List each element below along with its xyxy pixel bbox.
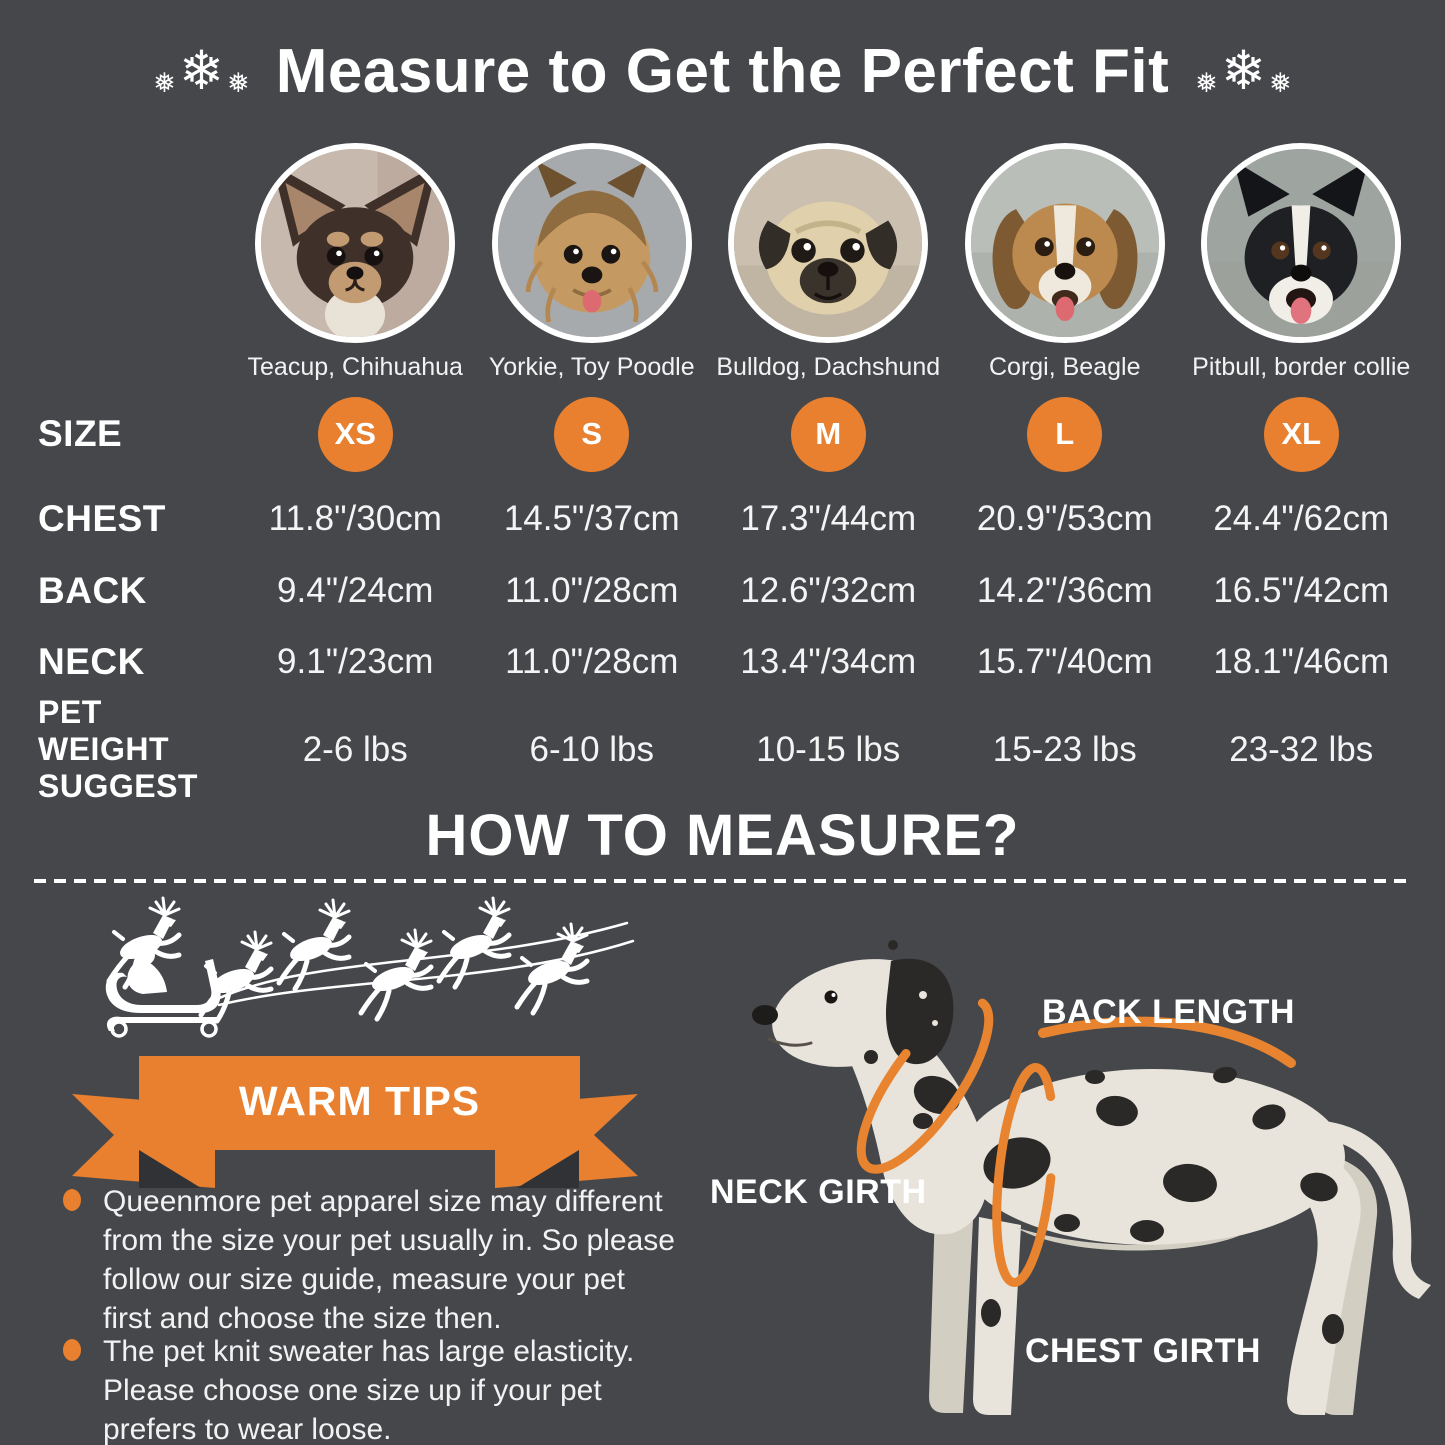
- snowflake-icon: ❄: [178, 39, 225, 102]
- page-title: Measure to Get the Perfect Fit: [275, 36, 1170, 106]
- size-badge-s: S: [554, 396, 630, 472]
- breed-label: Yorkie, Toy Poodle: [488, 353, 695, 381]
- bullet-dot-icon: [63, 1339, 81, 1361]
- breed-photo-row: Teacup, Chihuahua: [0, 143, 1445, 382]
- size-badge-m: M: [790, 396, 866, 472]
- breed-label: Corgi, Beagle: [989, 353, 1141, 381]
- weight-value: 10-15 lbs: [756, 729, 901, 769]
- chest-value: 11.8"/30cm: [268, 499, 442, 538]
- back-row: BACK 9.4"/24cm 11.0"/28cm 12.6"/32cm 14.…: [0, 569, 1445, 613]
- bullet-dot-icon: [63, 1189, 81, 1211]
- weight-value: 15-23 lbs: [992, 729, 1137, 769]
- beagle-face-icon: [970, 149, 1159, 337]
- weight-row-label: PET WEIGHT SUGGEST: [0, 694, 237, 805]
- breed-label: Bulldog, Dachshund: [716, 353, 941, 381]
- snowflake-cluster-icon: ❅ ❄ ❅: [1195, 44, 1292, 98]
- neck-value: 18.1"/46cm: [1213, 642, 1390, 681]
- chihuahua-face-icon: [261, 149, 450, 337]
- dalmatian-measure-diagram: [752, 940, 1431, 1415]
- size-badge-xs: XS: [317, 396, 393, 472]
- chest-value: 24.4"/62cm: [1213, 499, 1390, 538]
- border-collie-face-icon: [1207, 149, 1396, 337]
- header: ❅ ❄ ❅ Measure to Get the Perfect Fit ❅ ❄…: [0, 26, 1445, 116]
- how-to-measure-title: HOW TO MEASURE?: [425, 803, 1020, 868]
- chest-value: 20.9"/53cm: [976, 499, 1153, 538]
- tip-item: Queenmore pet apparel size may different…: [63, 1182, 675, 1338]
- breed-yorkie: Yorkie, Toy Poodle: [474, 143, 711, 382]
- chest-girth-label: CHEST GIRTH: [1025, 1332, 1261, 1370]
- chest-row: CHEST 11.8"/30cm 14.5"/37cm 17.3"/44cm 2…: [0, 497, 1445, 541]
- beagle-photo: [964, 143, 1165, 343]
- back-value: 14.2"/36cm: [976, 571, 1153, 610]
- back-row-label: BACK: [38, 570, 147, 611]
- santa-sleigh-reindeer-icon: [105, 893, 635, 1038]
- breed-bulldog: Bulldog, Dachshund: [710, 143, 947, 382]
- snowflake-icon: ❄: [1220, 39, 1267, 102]
- breed-beagle: Corgi, Beagle: [947, 143, 1184, 382]
- back-value: 9.4"/24cm: [277, 571, 434, 610]
- snowflake-icon: ❅: [1269, 67, 1292, 99]
- neck-value: 11.0"/28cm: [505, 642, 679, 681]
- chest-row-label: CHEST: [38, 498, 166, 539]
- weight-value: 2-6 lbs: [302, 729, 408, 769]
- weight-label-line2: SUGGEST: [38, 768, 198, 804]
- neck-value: 13.4"/34cm: [740, 642, 917, 681]
- back-length-label: BACK LENGTH: [1042, 993, 1295, 1031]
- snowflake-icon: ❅: [153, 67, 176, 99]
- warm-tips-title: WARM TIPS: [238, 1078, 481, 1124]
- chihuahua-photo: [255, 143, 456, 343]
- yorkie-photo: [491, 143, 692, 343]
- tip-text: Queenmore pet apparel size may different…: [103, 1185, 675, 1335]
- back-value: 12.6"/32cm: [740, 571, 917, 610]
- weight-value: 6-10 lbs: [529, 729, 655, 769]
- neck-row: NECK 9.1"/23cm 11.0"/28cm 13.4"/34cm 15.…: [0, 640, 1445, 684]
- chest-value: 17.3"/44cm: [740, 499, 917, 538]
- snowflake-cluster-icon: ❅ ❄ ❅: [153, 44, 250, 98]
- neck-value: 9.1"/23cm: [277, 642, 434, 681]
- warm-tips-ribbon: [72, 1056, 638, 1188]
- size-badge-l: L: [1027, 396, 1103, 472]
- tip-item: The pet knit sweater has large elasticit…: [63, 1332, 675, 1445]
- size-row: SIZE XS S M L XL: [0, 396, 1445, 472]
- breed-label: Teacup, Chihuahua: [247, 353, 463, 381]
- breed-chihuahua: Teacup, Chihuahua: [237, 143, 474, 382]
- neck-row-label: NECK: [38, 641, 145, 682]
- weight-label-line1: PET WEIGHT: [38, 694, 169, 767]
- weight-value: 23-32 lbs: [1229, 729, 1374, 769]
- size-badge-xl: XL: [1263, 396, 1339, 472]
- dashed-divider: [34, 879, 1411, 883]
- snowflake-icon: ❅: [227, 67, 250, 99]
- back-value: 11.0"/28cm: [505, 571, 679, 610]
- breed-collie: Pitbull, border collie: [1183, 143, 1420, 382]
- pug-face-icon: [734, 149, 923, 337]
- snowflake-icon: ❅: [1195, 67, 1218, 99]
- yorkie-face-icon: [497, 149, 686, 337]
- pug-photo: [728, 143, 929, 343]
- border-collie-photo: [1201, 143, 1402, 343]
- back-value: 16.5"/42cm: [1213, 571, 1390, 610]
- chest-value: 14.5"/37cm: [503, 499, 680, 538]
- size-row-label: SIZE: [38, 413, 123, 454]
- tip-text: The pet knit sweater has large elasticit…: [103, 1335, 635, 1445]
- breed-label: Pitbull, border collie: [1192, 353, 1411, 381]
- neck-girth-label: NECK GIRTH: [710, 1173, 927, 1211]
- neck-value: 15.7"/40cm: [976, 642, 1153, 681]
- weight-row: PET WEIGHT SUGGEST 2-6 lbs 6-10 lbs 10-1…: [0, 694, 1445, 804]
